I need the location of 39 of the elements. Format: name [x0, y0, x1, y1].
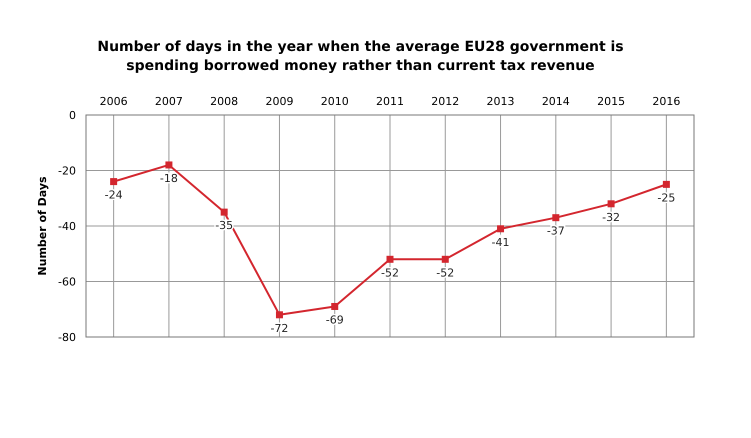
point — [662, 180, 670, 188]
data-label: -69 — [326, 313, 344, 326]
point — [220, 208, 228, 216]
x-tick-label: 2010 — [320, 95, 349, 108]
x-tick-label: 2012 — [431, 95, 460, 108]
data-label: -25 — [657, 191, 676, 204]
point — [331, 302, 338, 310]
y-tick-label: -20 — [58, 164, 76, 178]
point — [110, 178, 118, 186]
x-tick-label: 2014 — [542, 95, 570, 108]
x-tick-label: 2011 — [376, 95, 404, 108]
x-tick-label: 2013 — [486, 95, 515, 108]
x-tick-label: 2015 — [597, 95, 626, 108]
data-label: -41 — [492, 236, 510, 249]
data-label: -52 — [436, 266, 454, 280]
point — [497, 225, 504, 232]
x-tick-label: 2008 — [210, 95, 238, 108]
x-tick-label: 2006 — [100, 95, 128, 108]
point — [276, 311, 283, 318]
x-tick-label: 2009 — [265, 95, 294, 108]
y-tick-label: -60 — [58, 275, 76, 288]
chart-title: Number of days in the year when the average EU28 government is spending borrowed money rather than current tax revenue — [97, 39, 624, 74]
data-label: -18 — [160, 172, 178, 185]
data-label: -32 — [602, 210, 620, 224]
y-tick-label: 0 — [69, 108, 76, 122]
point — [552, 214, 560, 222]
point — [442, 256, 449, 263]
point — [608, 200, 615, 208]
y-tick-label: -80 — [58, 330, 76, 344]
data-label: -24 — [104, 188, 123, 202]
x-tick-label: 2007 — [154, 95, 183, 108]
data-label: -72 — [270, 322, 288, 335]
data-label: -37 — [546, 224, 565, 238]
data-label: -52 — [381, 266, 399, 280]
x-tick-label: 2016 — [652, 95, 680, 108]
y-axis-title: Number of Days — [36, 176, 49, 276]
y-tick-label: -40 — [58, 220, 76, 233]
point — [386, 256, 394, 263]
point — [165, 161, 172, 168]
